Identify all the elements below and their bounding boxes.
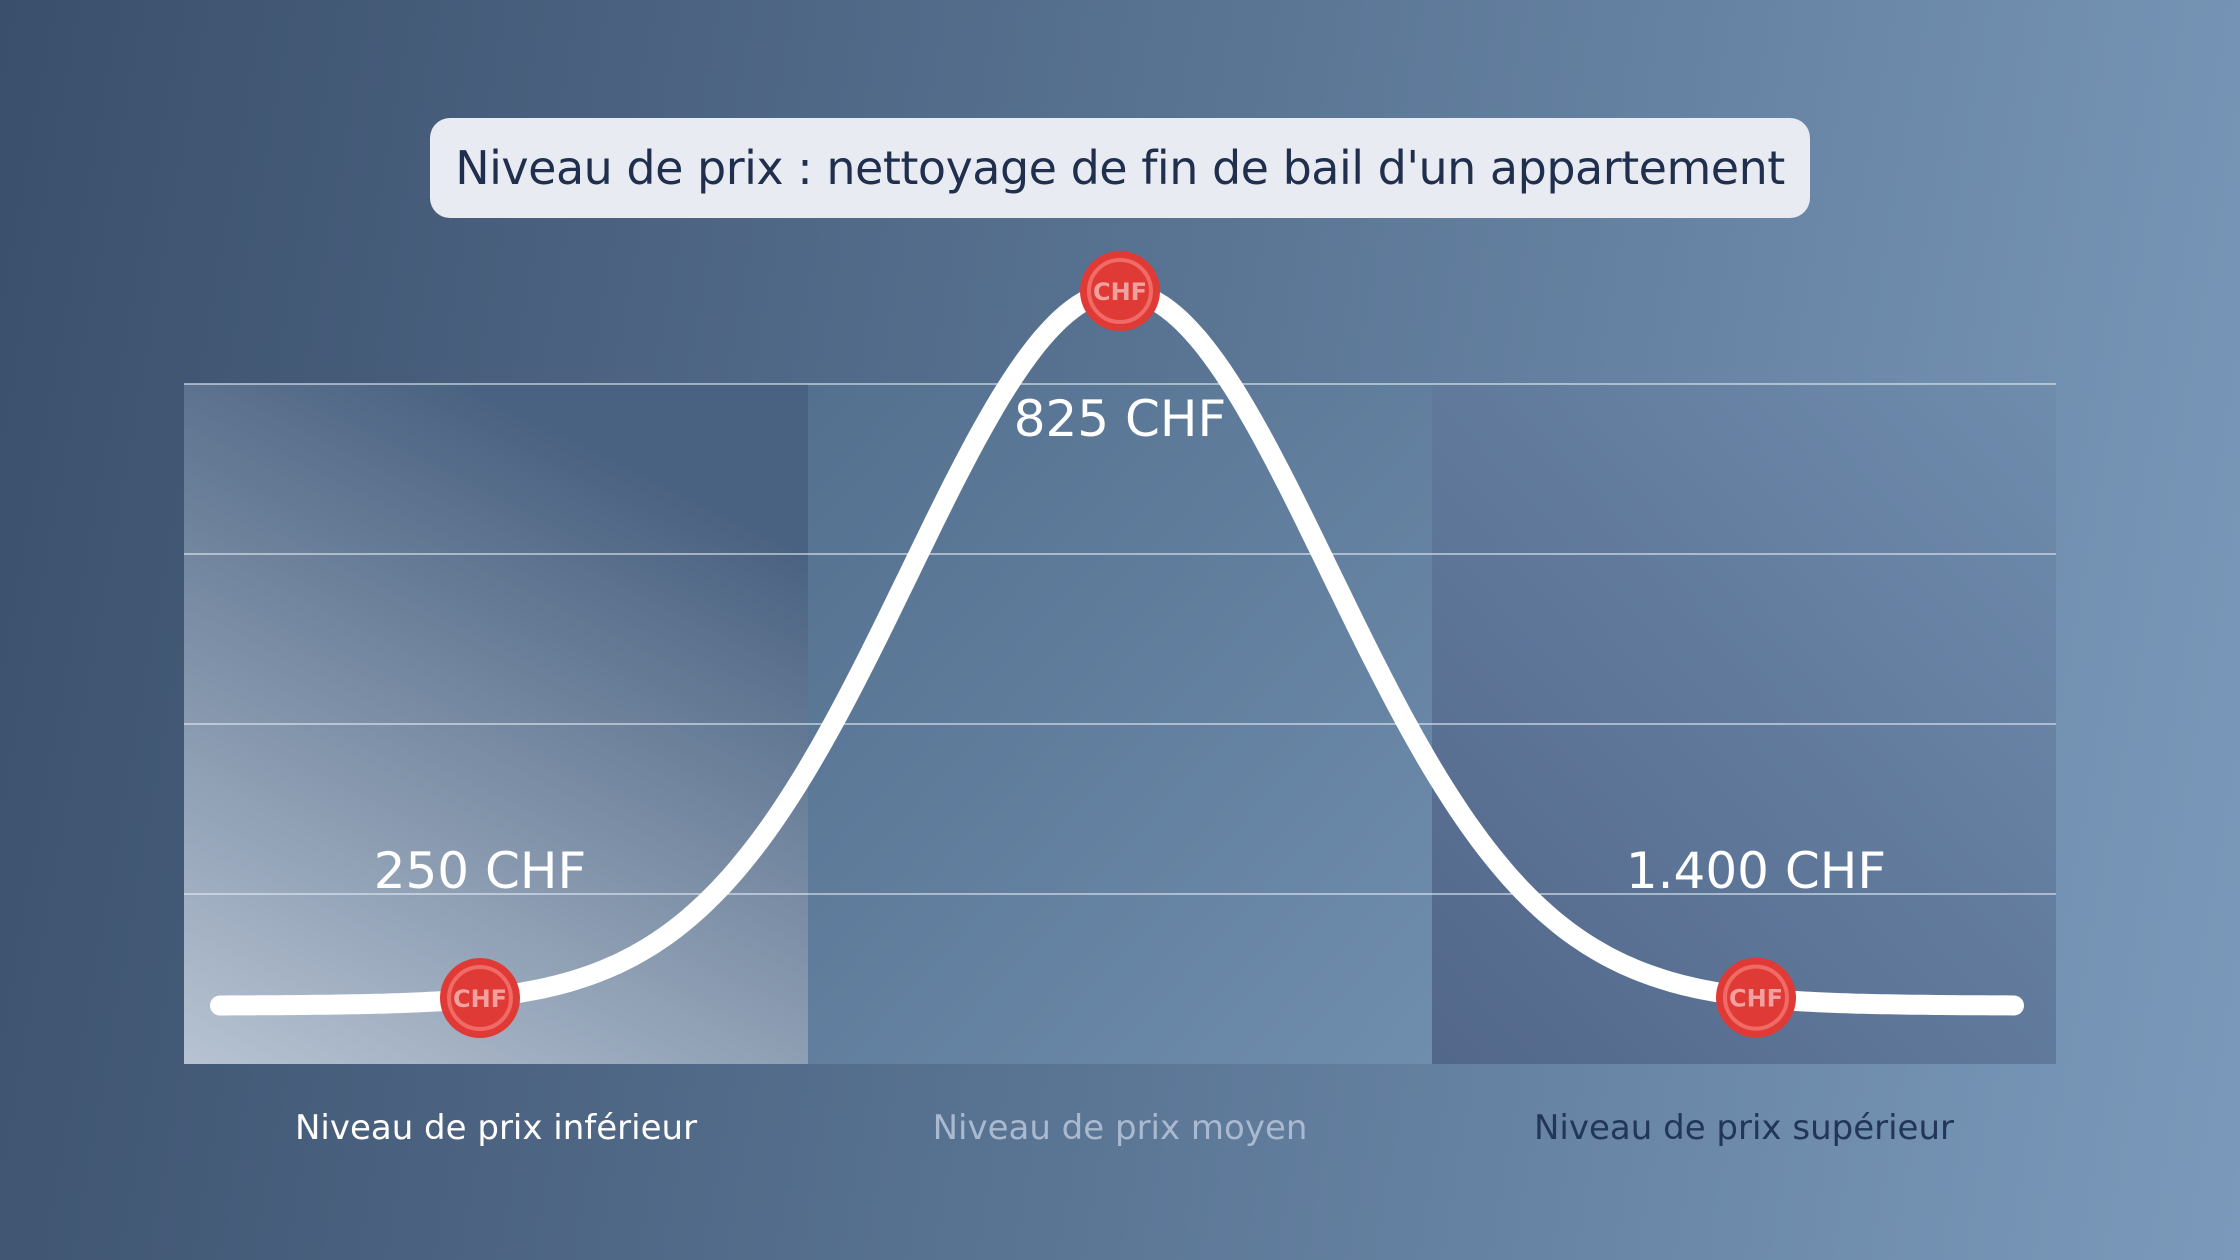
marker-currency-label: CHF [1729,985,1783,1013]
marker-outer [1716,957,1796,1038]
marker-currency-label: CHF [1093,278,1147,306]
price-marker-2: CHF [1716,957,1796,1038]
value-label-0: 250 CHF [374,842,587,900]
marker-currency-label: CHF [453,985,507,1013]
chart-title: Niveau de prix : nettoyage de fin de bai… [430,118,1810,218]
value-label-1: 825 CHF [1014,390,1227,448]
marker-outer [440,958,520,1039]
category-label-mid: Niveau de prix moyen [932,1108,1308,1148]
price-marker-1: CHF [1080,251,1160,331]
marker-ring [1723,964,1789,1031]
marker-ring [447,965,513,1032]
value-label-2: 1.400 CHF [1626,842,1886,900]
marker-outer [1080,251,1160,331]
price-marker-0: CHF [440,958,520,1039]
marker-ring [1087,258,1153,324]
category-label-low: Niveau de prix inférieur [294,1108,698,1148]
category-label-high: Niveau de prix supérieur [1534,1108,1954,1148]
